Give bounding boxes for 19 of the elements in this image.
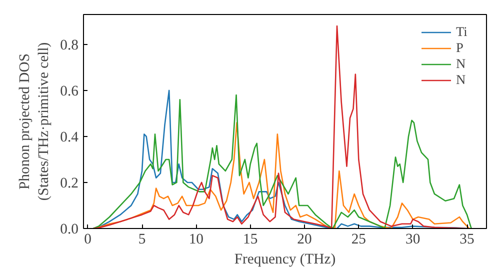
x-tick-label: 5 (138, 232, 146, 248)
legend-label: P (456, 40, 464, 56)
x-tick-label: 15 (243, 232, 258, 248)
y-tick-label: 0.6 (60, 83, 79, 100)
y-tick-label: 0.0 (60, 222, 79, 238)
y-tick-label: 0.8 (60, 37, 79, 54)
y-tick-label: 0.4 (60, 129, 80, 146)
x-tick-label: 10 (188, 232, 204, 248)
x-tick-label: 0 (84, 232, 92, 248)
legend-label: N (456, 56, 467, 72)
x-tick-label: 25 (351, 232, 366, 248)
x-axis-title: Frequency (THz) (234, 252, 336, 268)
y-axis-title: Phonon projected DOS (States/THz·primitive cell) (16, 42, 52, 201)
x-tick-label: 35 (460, 232, 474, 248)
x-tick-label: 20 (297, 232, 312, 248)
x-tick-label: 30 (406, 232, 420, 248)
legend-label: Ti (456, 24, 468, 40)
y-tick-label: 0.2 (60, 175, 79, 192)
legend-label: N (456, 72, 467, 88)
